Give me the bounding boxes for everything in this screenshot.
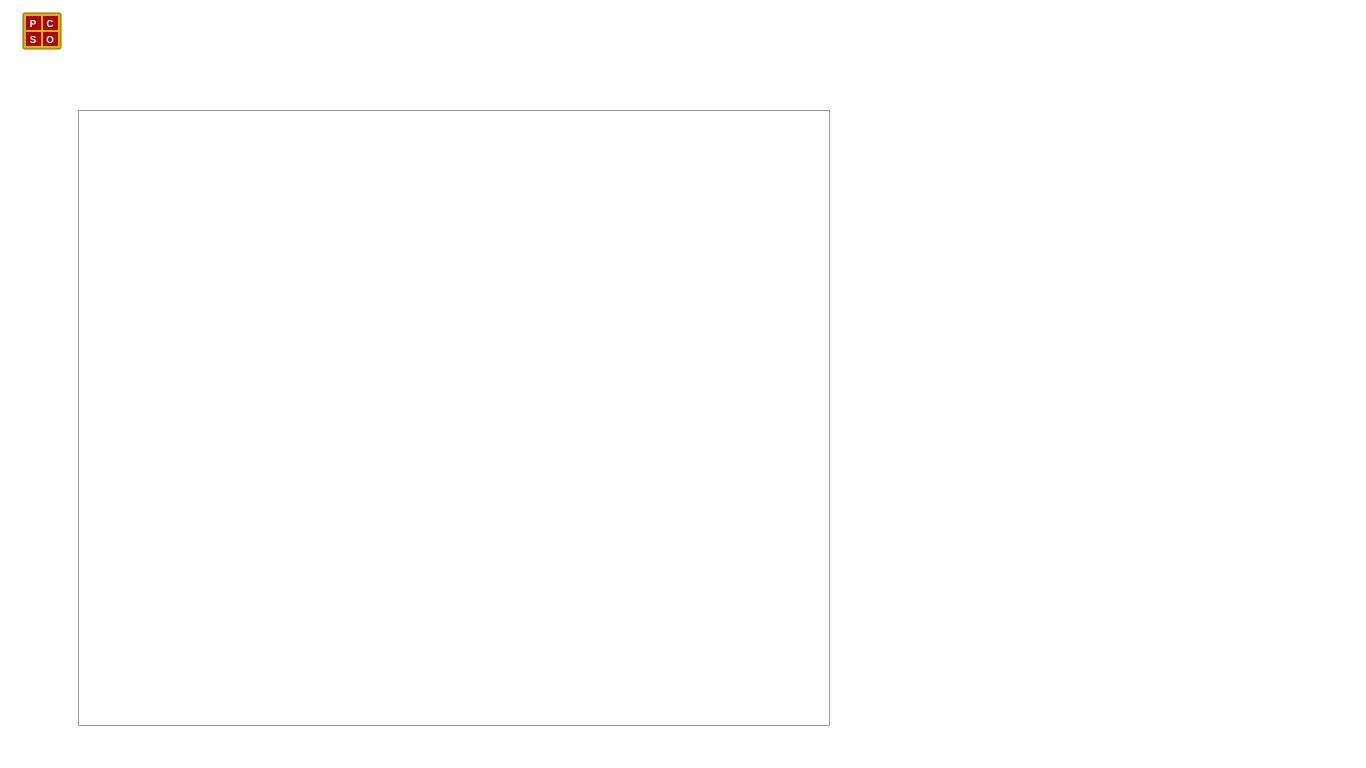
- pie-chart: [79, 111, 379, 261]
- site-brand: P C S O: [22, 12, 66, 50]
- pcso-logo-icon: P C S O: [22, 12, 62, 50]
- svg-text:C: C: [46, 19, 53, 30]
- svg-text:S: S: [30, 35, 37, 46]
- svg-text:P: P: [30, 19, 37, 30]
- svg-text:O: O: [46, 35, 54, 46]
- chart-plot-area: [78, 110, 830, 726]
